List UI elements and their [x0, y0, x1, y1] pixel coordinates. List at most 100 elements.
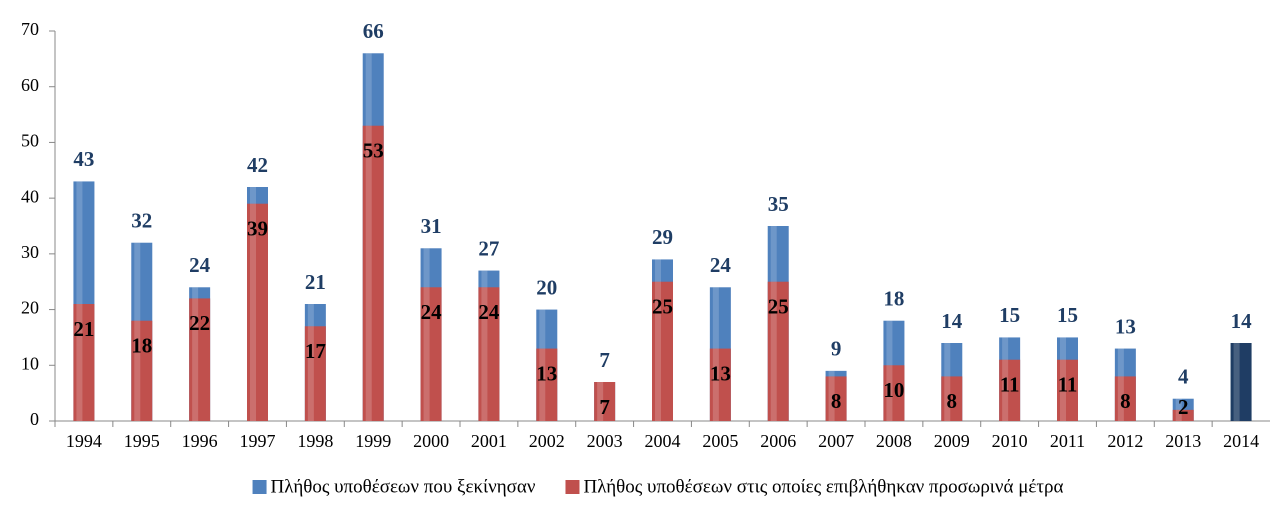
- data-label: 35: [768, 192, 789, 216]
- legend-swatch: [565, 480, 580, 494]
- bar: [1057, 359, 1078, 421]
- data-label: 17: [305, 339, 326, 363]
- data-label: 2: [1178, 395, 1189, 419]
- data-label: 21: [73, 317, 94, 341]
- bar: [189, 298, 211, 421]
- data-label: 8: [1120, 389, 1131, 413]
- bar-shine: [1233, 343, 1240, 421]
- bar-shine: [192, 298, 199, 421]
- bar-shine: [481, 287, 488, 421]
- y-tick-label: 20: [21, 298, 39, 318]
- x-tick-label: 1995: [124, 431, 160, 451]
- x-tick-label: 1996: [182, 431, 218, 451]
- bar-shine: [1002, 359, 1009, 421]
- data-label: 27: [478, 236, 499, 260]
- data-label: 24: [710, 253, 732, 277]
- bar: [1172, 409, 1194, 421]
- y-tick-label: 10: [21, 353, 39, 373]
- bar: [420, 287, 442, 421]
- data-label: 4: [1178, 365, 1189, 389]
- bar-shine: [1060, 359, 1066, 421]
- bar-shine: [1175, 409, 1182, 421]
- x-tick-label: 1994: [66, 431, 102, 451]
- x-tick-label: 2013: [1165, 431, 1201, 451]
- bar-shine: [828, 376, 835, 421]
- bar-shine: [76, 304, 83, 421]
- bar: [767, 281, 789, 421]
- data-label: 18: [131, 334, 152, 358]
- data-label: 7: [599, 395, 610, 419]
- x-tick-label: 1999: [355, 431, 391, 451]
- data-label: 32: [131, 209, 152, 233]
- x-tick-label: 1997: [240, 431, 276, 451]
- bar: [594, 382, 616, 421]
- bar: [999, 359, 1021, 421]
- bar-shine: [365, 125, 372, 421]
- data-label: 53: [363, 139, 384, 163]
- data-label: 22: [189, 311, 210, 335]
- x-tick-label: 2014: [1223, 431, 1259, 451]
- data-label: 31: [421, 214, 442, 238]
- data-label: 24: [478, 300, 500, 324]
- x-tick-label: 2009: [934, 431, 970, 451]
- bar: [1114, 376, 1136, 421]
- bar: [536, 348, 558, 421]
- bar-shine: [250, 203, 256, 421]
- data-label: 11: [1000, 373, 1020, 397]
- x-tick-label: 2001: [471, 431, 507, 451]
- data-label: 39: [247, 217, 268, 241]
- bar: [304, 326, 326, 421]
- data-label: 15: [1057, 303, 1078, 327]
- legend-label: Πλήθος υποθέσεων που ξεκίνησαν: [271, 476, 536, 497]
- x-tick-label: 2007: [818, 431, 854, 451]
- bar: [247, 203, 268, 421]
- y-tick-label: 0: [30, 409, 39, 429]
- data-label: 8: [947, 389, 958, 413]
- bar-shine: [712, 348, 719, 421]
- y-tick-label: 60: [21, 75, 39, 95]
- x-tick-label: 2002: [529, 431, 565, 451]
- legend-label: Πλήθος υποθέσεων στις οποίες επιβλήθηκαν…: [583, 476, 1063, 497]
- data-label: 14: [941, 309, 963, 333]
- bar-shine: [944, 376, 951, 421]
- bar-shine: [655, 281, 661, 421]
- bar-shine: [1117, 376, 1124, 421]
- x-tick-label: 2011: [1050, 431, 1085, 451]
- x-tick-label: 2004: [645, 431, 681, 451]
- bar-shine: [423, 287, 430, 421]
- data-label: 66: [363, 19, 384, 43]
- y-tick-label: 50: [21, 131, 39, 151]
- data-label: 7: [599, 348, 610, 372]
- y-tick-label: 70: [21, 19, 39, 39]
- x-tick-label: 2005: [702, 431, 738, 451]
- data-label: 13: [536, 361, 557, 385]
- bar: [478, 287, 500, 421]
- data-label: 25: [768, 295, 789, 319]
- bar: [362, 125, 384, 421]
- data-label: 10: [883, 378, 904, 402]
- x-tick-label: 2003: [587, 431, 623, 451]
- bar-shine: [597, 382, 604, 421]
- bar: [73, 304, 95, 421]
- data-label: 21: [305, 270, 326, 294]
- x-tick-label: 2008: [876, 431, 912, 451]
- data-label: 18: [883, 287, 904, 311]
- y-tick-label: 30: [21, 242, 39, 262]
- x-tick-label: 2010: [992, 431, 1028, 451]
- bar-shine: [76, 181, 83, 421]
- bar-shine: [539, 348, 546, 421]
- data-label: 9: [831, 337, 842, 361]
- data-label: 25: [652, 295, 673, 319]
- data-label: 8: [831, 389, 842, 413]
- data-label: 13: [710, 361, 731, 385]
- data-label: 13: [1115, 314, 1136, 338]
- x-tick-label: 2000: [413, 431, 449, 451]
- x-tick-label: 1998: [297, 431, 333, 451]
- data-label: 15: [999, 303, 1020, 327]
- bar-shine: [770, 281, 777, 421]
- bar: [825, 376, 847, 421]
- bar: [709, 348, 731, 421]
- data-label: 24: [421, 300, 443, 324]
- bar: [883, 365, 905, 421]
